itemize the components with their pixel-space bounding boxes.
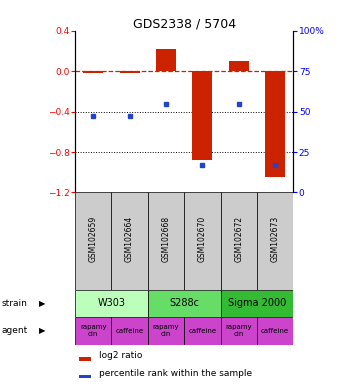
Bar xyxy=(75,192,112,290)
Text: W303: W303 xyxy=(98,298,125,308)
Text: rapamy
cin: rapamy cin xyxy=(80,324,106,337)
Bar xyxy=(79,375,91,378)
Text: GSM102673: GSM102673 xyxy=(270,216,280,262)
Bar xyxy=(112,317,148,344)
Bar xyxy=(112,192,148,290)
Text: caffeine: caffeine xyxy=(261,328,289,334)
Text: ▶: ▶ xyxy=(39,299,46,308)
Text: percentile rank within the sample: percentile rank within the sample xyxy=(99,369,252,377)
Text: strain: strain xyxy=(2,299,28,308)
Text: rapamy
cin: rapamy cin xyxy=(225,324,252,337)
Text: log2 ratio: log2 ratio xyxy=(99,351,143,360)
Bar xyxy=(229,61,249,71)
Bar xyxy=(184,192,221,290)
Bar xyxy=(148,192,184,290)
Text: GSM102659: GSM102659 xyxy=(89,216,98,262)
Bar xyxy=(257,317,293,344)
Text: caffeine: caffeine xyxy=(116,328,144,334)
Text: GSM102672: GSM102672 xyxy=(234,216,243,262)
Bar xyxy=(120,71,139,73)
Bar xyxy=(148,290,221,317)
Text: agent: agent xyxy=(2,326,28,335)
Bar xyxy=(75,317,112,344)
Text: S288c: S288c xyxy=(169,298,199,308)
Bar xyxy=(148,317,184,344)
Text: caffeine: caffeine xyxy=(188,328,217,334)
Bar xyxy=(221,290,293,317)
Text: GSM102670: GSM102670 xyxy=(198,216,207,262)
Bar xyxy=(184,317,221,344)
Text: rapamy
cin: rapamy cin xyxy=(153,324,179,337)
Text: ▶: ▶ xyxy=(39,326,46,335)
Bar xyxy=(257,192,293,290)
Text: GDS2338 / 5704: GDS2338 / 5704 xyxy=(133,17,236,30)
Bar xyxy=(79,358,91,361)
Bar xyxy=(221,192,257,290)
Bar xyxy=(83,71,103,73)
Bar xyxy=(75,290,148,317)
Text: GSM102664: GSM102664 xyxy=(125,216,134,262)
Bar xyxy=(192,71,212,160)
Bar xyxy=(156,49,176,71)
Text: Sigma 2000: Sigma 2000 xyxy=(228,298,286,308)
Bar xyxy=(221,317,257,344)
Text: GSM102668: GSM102668 xyxy=(161,216,170,262)
Bar xyxy=(265,71,285,177)
